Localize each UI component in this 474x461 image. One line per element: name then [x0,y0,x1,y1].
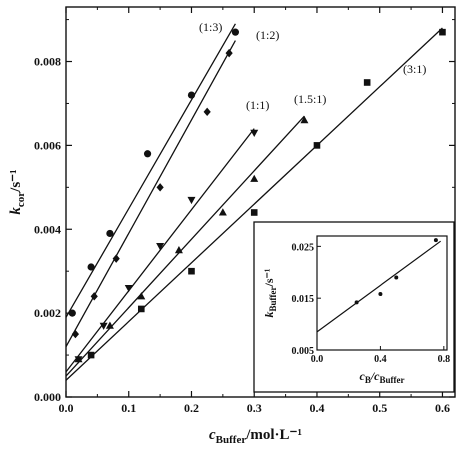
series-group: (1:2) [65,28,279,347]
series-fit-line [65,27,443,381]
data-point-dot [394,275,399,280]
series-label: (1:3) [199,20,222,34]
data-point-triangle-up [74,355,83,363]
data-point-circle [87,263,95,271]
data-point-triangle-up [250,174,259,182]
main-plot: 0.0 0.1 0.2 0.3 0.4 0.5 0.60.0000.0020.0040.00… [8,6,456,446]
data-point-diamond [156,183,164,192]
data-point-square [313,142,321,149]
data-point-circle [143,150,152,158]
data-point-diamond [71,329,80,339]
inset-plot-frame [316,235,448,351]
y-axis-title-subscript: cor [15,192,27,207]
y-tick-label: 0.004 [34,222,61,236]
x-tick-label: 0.3 [247,401,262,415]
data-point-square [137,305,145,313]
x-axis-title-symbol: c [209,427,216,443]
x-tick-label: 0.5 [372,401,387,415]
data-point-circle [187,91,196,99]
y-tick-label: 0.008 [34,55,61,69]
data-point-circle [106,229,114,238]
data-point-triangle-up [105,321,114,329]
data-point-circle [231,28,240,36]
data-point-square [188,267,195,275]
x-axis-title-subscript: Buffer [216,434,247,446]
series-fit-line [65,115,305,377]
series-group: (1.5:1) [65,92,326,377]
data-point-circle [68,309,76,317]
inset-series-group [316,238,442,333]
inset-x-tick-label: 0.8 [438,354,451,365]
data-point-dot [433,238,438,243]
inset-fit-line [316,240,442,333]
inset-y-tick-label: 0.015 [292,294,315,305]
x-tick-label: 0.0 [59,401,74,415]
inset-x-axis-title: cB/cBuffer [359,369,404,385]
series-group: (3:1) [65,27,446,381]
data-point-square [87,351,95,359]
inset-outer-frame [253,221,455,393]
inset-x-tick-label: 0.0 [311,354,324,365]
data-point-triangle-up [174,246,183,254]
inset-plot: 0.0 0.4 0.80.0050.0150.025cB/cBufferkBuffe… [253,221,455,393]
inset-y-title-sub: Buffer [268,286,278,311]
data-point-triangle-down [156,243,165,251]
y-tick-label: 0.000 [34,390,61,404]
data-point-dot [354,300,359,305]
data-point-triangle-up [137,292,146,300]
series-label: (1.5:1) [294,92,326,106]
y-tick-label: 0.006 [34,138,61,152]
inset-y-tick-label: 0.025 [292,242,315,253]
main-plot-frame [65,6,456,398]
x-axis-title-unit: /mol·L⁻¹ [245,427,302,443]
y-axis-title: kcor/s⁻¹ [8,169,27,214]
data-point-triangle-down [99,322,108,330]
data-point-triangle-up [300,116,309,124]
inset-x-title-sub: B [365,375,371,385]
inset-x-title-symbol: c [359,369,365,383]
data-point-triangle-down [124,284,133,293]
data-point-square [363,79,371,86]
data-point-diamond [225,48,233,58]
x-axis-title: cBuffer/mol·L⁻¹ [209,427,302,446]
inset-x-tick-label: 0.4 [374,354,387,365]
y-axis-title-symbol: k [8,207,24,215]
data-point-square [250,209,258,216]
x-tick-label: 0.1 [121,401,136,415]
series-group: (1:1) [65,98,269,373]
data-point-diamond [90,292,98,301]
x-tick-label: 0.4 [309,401,324,415]
series-label: (3:1) [403,62,426,76]
inset-y-title-unit: /s⁻¹ [262,268,276,287]
data-point-dot [378,292,383,297]
series-label: (1:1) [246,98,269,112]
inset-x-title-sub2: Buffer [380,375,405,385]
data-point-triangle-down [187,196,196,205]
data-point-square [439,28,446,36]
x-tick-label: 0.6 [435,401,450,415]
y-axis-title-unit: /s⁻¹ [8,169,24,192]
data-point-triangle-down [250,129,259,138]
inset-y-tick-label: 0.005 [292,346,315,357]
series-fit-line [65,23,236,318]
inset-y-axis-title: kBuffer/s⁻¹ [262,268,278,317]
series-label: (1:2) [256,28,279,42]
inset-x-title-rest: /c [370,369,380,383]
y-tick-label: 0.002 [34,306,61,320]
data-point-diamond [203,107,211,117]
inset-y-title-symbol: k [262,311,276,317]
x-tick-label: 0.2 [184,401,199,415]
data-point-diamond [112,254,120,263]
series-group: (1:3) [65,20,240,318]
data-point-triangle-up [218,208,227,216]
